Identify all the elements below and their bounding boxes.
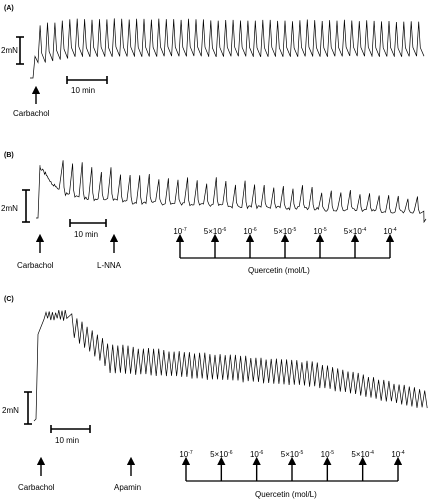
panel-c-quercetin-tick-label: 10-7 [179,450,193,459]
panel-c-quercetin-label: Quercetin (mol/L) [255,490,317,499]
panel-a-time-scale-bar [66,76,108,84]
panel-b-quercetin-tick-label: 5×10-6 [204,227,227,236]
panel-b-quercetin-tick-label: 10-6 [243,227,257,236]
panel-a-trace [30,18,425,79]
panel-b-quercetin-tick-label: 10-7 [173,227,187,236]
panel-c-carbachol-label: Carbachol [18,483,55,492]
panel-c-label: (C) [4,296,14,303]
panel-a-force-scale-bar [16,36,24,65]
panel-c-quercetin-tick-label: 10-6 [250,450,264,459]
panel-b-label: (B) [4,152,14,159]
panel-b: (B) 2mN 10 min Carbachol L-NNA 10-7 5×10-… [1,152,427,275]
panel-b-time-scale-bar [69,219,107,227]
panel-c-quercetin-tick-label: 5×10-4 [351,450,374,459]
panel-c-time-scale-bar [50,425,91,433]
panel-b-quercetin-tick-label: 5×10-4 [344,227,367,236]
panel-c: (C) 2mN 10 min Carbachol Apamin 10-7 5×10… [2,296,428,499]
panel-b-quercetin-tick-label: 5×10-5 [274,227,297,236]
panel-c-force-scale-label: 2mN [2,406,19,415]
panel-c-quercetin-axis: 10-7 5×10-6 10-6 5×10-5 10-5 5×10-4 10-4 [179,450,405,482]
panel-c-quercetin-tick-label: 10-5 [321,450,335,459]
panel-c-quercetin-tick-label: 5×10-5 [281,450,304,459]
panel-c-quercetin-tick-label: 10-4 [391,450,405,459]
panel-a-force-scale-label: 2mN [1,46,18,55]
panel-b-trace [36,160,427,224]
panel-c-trace [33,310,428,422]
panel-b-quercetin-label: Quercetin (mol/L) [248,266,310,275]
panel-a-carbachol-label: Carbachol [13,109,50,118]
panel-c-force-scale-bar [24,391,32,425]
panel-a: (A) 2mN 10 min Carbachol [1,5,425,118]
panel-c-quercetin-tick-label: 5×10-6 [210,450,233,459]
panel-b-l-nna-label: L-NNA [97,261,122,270]
panel-a-time-scale-label: 10 min [71,86,95,95]
panel-b-quercetin-axis: 10-7 5×10-6 10-6 5×10-5 10-5 5×10-4 10-4 [173,227,397,259]
panel-b-quercetin-tick-label: 10-4 [383,227,397,236]
panel-b-force-scale-label: 2mN [1,204,18,213]
panel-c-time-scale-label: 10 min [55,436,79,445]
panel-b-force-scale-bar [22,189,30,223]
panel-c-apamin-label: Apamin [114,483,141,492]
panel-a-label: (A) [4,5,14,12]
panel-b-quercetin-tick-label: 10-5 [313,227,327,236]
panel-b-time-scale-label: 10 min [74,230,98,239]
panel-b-carbachol-label: Carbachol [17,261,54,270]
